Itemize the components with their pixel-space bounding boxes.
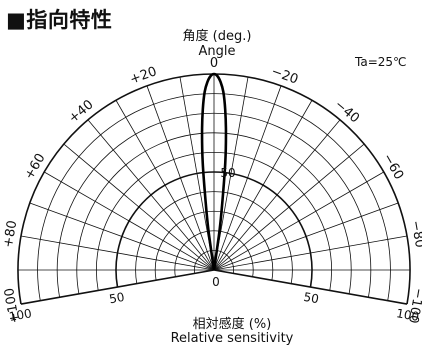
angle-tick-label: +80	[1, 219, 21, 249]
sensitivity-curve-0	[200, 72, 228, 271]
grid-ray	[44, 171, 215, 271]
grid-ray	[213, 119, 341, 271]
page-title: ■指向特性	[6, 8, 113, 32]
grid-ray	[87, 119, 215, 271]
radial-tick-label: 50	[302, 290, 319, 306]
angle-tick-label: −60	[379, 151, 406, 182]
condition-label: Ta=25℃	[354, 55, 407, 69]
angle-tick-label: 0	[210, 56, 218, 71]
radial-tick-label: 100	[395, 306, 420, 324]
radial-axis-label-jp: 相対感度 (%)	[193, 316, 272, 332]
grid-ray	[146, 85, 215, 271]
angle-tick-label: −80	[408, 219, 422, 249]
grid-ray	[20, 235, 215, 271]
grid-ray	[213, 235, 408, 271]
grid-ray	[213, 100, 313, 271]
grid-ray	[213, 202, 399, 271]
angle-tick-label: −40	[331, 97, 362, 126]
radial-tick-label: 0	[212, 275, 220, 289]
radial-tick-label: 50	[108, 290, 125, 306]
grid-ray	[115, 100, 215, 271]
grid-ray	[29, 202, 215, 271]
angle-axis-label-en: Angle	[199, 44, 236, 59]
grid-ray	[63, 143, 215, 271]
radial-tick-label-axis: 50	[220, 166, 235, 180]
grid-ray	[213, 171, 384, 271]
angle-axis-label-jp: 角度 (deg.)	[183, 28, 252, 44]
angle-tick-label: +60	[22, 151, 49, 182]
radial-axis-label-en: Relative sensitivity	[171, 331, 294, 346]
angle-tick-label: +40	[66, 97, 97, 126]
grid-ray	[213, 143, 365, 271]
grid-ray	[213, 269, 408, 305]
angle-tick-label: +100	[2, 287, 23, 325]
sensitivity-curve-group	[200, 72, 228, 271]
grid-ray	[213, 85, 282, 271]
grid-ray	[20, 269, 215, 305]
radial-tick-label: 100	[8, 306, 33, 324]
